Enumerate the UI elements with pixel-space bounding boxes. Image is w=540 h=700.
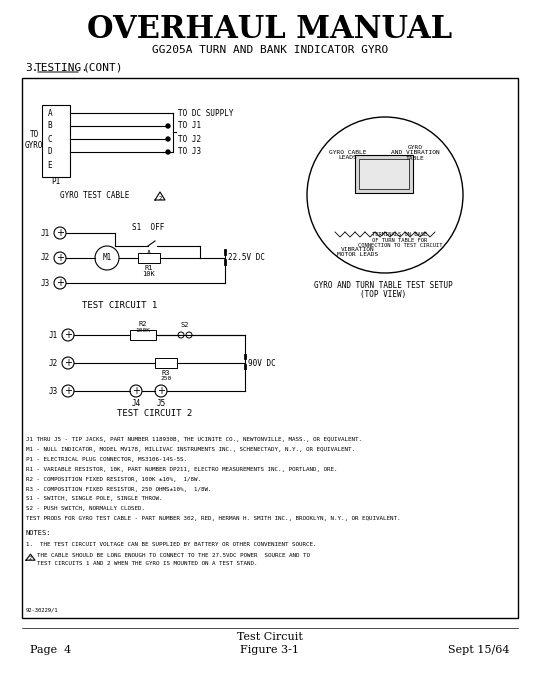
Text: J2: J2 (49, 358, 58, 368)
Text: TO J3: TO J3 (178, 148, 201, 157)
Text: TO J1: TO J1 (178, 122, 201, 130)
Text: +: + (132, 386, 140, 396)
Bar (42, 105, 70, 177)
Text: 10K: 10K (143, 271, 156, 277)
Circle shape (166, 150, 170, 154)
Circle shape (166, 124, 170, 128)
Text: 22.5V DC: 22.5V DC (228, 253, 265, 262)
Bar (22, 78, 518, 618)
Text: GYRO AND TURN TABLE TEST SETUP: GYRO AND TURN TABLE TEST SETUP (314, 281, 453, 290)
Text: TO DC SUPPLY: TO DC SUPPLY (178, 108, 233, 118)
Text: (TOP VIEW): (TOP VIEW) (360, 290, 406, 300)
Text: 100K: 100K (136, 328, 151, 332)
Text: E: E (48, 160, 52, 169)
Text: Sept 15/64: Sept 15/64 (449, 645, 510, 655)
Text: Figure 3-1: Figure 3-1 (240, 645, 300, 655)
Text: M1: M1 (103, 253, 112, 262)
Text: Test Circuit: Test Circuit (237, 632, 303, 642)
Text: TEST CIRCUIT 1: TEST CIRCUIT 1 (83, 300, 158, 309)
Text: TEST CIRCUIT 2: TEST CIRCUIT 2 (117, 409, 193, 417)
Text: 1.  THE TEST CIRCUIT VOLTAGE CAN BE SUPPLIED BY BATTERY OR OTHER CONVENIENT SOUR: 1. THE TEST CIRCUIT VOLTAGE CAN BE SUPPL… (26, 542, 316, 547)
Text: 250: 250 (160, 377, 172, 382)
Text: GG205A TURN AND BANK INDICATOR GYRO: GG205A TURN AND BANK INDICATOR GYRO (152, 45, 388, 55)
Text: J3: J3 (49, 386, 58, 395)
Circle shape (166, 137, 170, 141)
Text: 2: 2 (29, 556, 32, 561)
Circle shape (62, 329, 74, 341)
Text: R1: R1 (145, 265, 153, 271)
Text: VIBRATION
MOTOR LEADS: VIBRATION MOTOR LEADS (338, 246, 379, 258)
Text: J1: J1 (49, 330, 58, 340)
Text: TEST CIRCUITS 1 AND 2 WHEN THE GYRO IS MOUNTED ON A TEST STAND.: TEST CIRCUITS 1 AND 2 WHEN THE GYRO IS M… (37, 561, 258, 566)
Circle shape (62, 385, 74, 397)
Text: Page  4: Page 4 (30, 645, 71, 655)
Text: OVERHAUL MANUAL: OVERHAUL MANUAL (87, 15, 453, 46)
Text: +: + (157, 386, 165, 396)
Text: C: C (48, 134, 52, 144)
Circle shape (155, 385, 167, 397)
Bar (138, 253, 160, 263)
Text: J2: J2 (40, 253, 50, 262)
Text: GYRO TEST CABLE: GYRO TEST CABLE (60, 192, 130, 200)
Text: +: + (56, 278, 64, 288)
Text: 3.: 3. (25, 63, 38, 73)
Text: S2 - PUSH SWITCH, NORMALLY CLOSED.: S2 - PUSH SWITCH, NORMALLY CLOSED. (26, 506, 145, 511)
Text: TERMINALS ON BASE
OF TURN TABLE FOR
CONNECTION TO TEST CIRCUIT: TERMINALS ON BASE OF TURN TABLE FOR CONN… (357, 232, 442, 248)
Circle shape (62, 357, 74, 369)
Text: +: + (64, 330, 72, 340)
Circle shape (178, 332, 184, 338)
FancyBboxPatch shape (355, 155, 413, 193)
Text: J1: J1 (40, 228, 50, 237)
Text: P1 - ELECTRICAL PLUG CONNECTOR, MS3106-14S-5S.: P1 - ELECTRICAL PLUG CONNECTOR, MS3106-1… (26, 457, 187, 462)
Circle shape (54, 227, 66, 239)
Text: R1 - VARIABLE RESISTOR, 10K, PART NUMBER DP211, ELECTRO MEASUREMENTS INC., PORTL: R1 - VARIABLE RESISTOR, 10K, PART NUMBER… (26, 467, 338, 472)
Circle shape (54, 277, 66, 289)
Circle shape (95, 246, 119, 270)
Text: THE CABLE SHOULD BE LONG ENOUGH TO CONNECT TO THE 27.5VDC POWER  SOURCE AND TO: THE CABLE SHOULD BE LONG ENOUGH TO CONNE… (37, 553, 310, 558)
Text: A: A (48, 108, 52, 118)
Bar (130, 330, 156, 340)
Text: 2: 2 (158, 195, 162, 200)
Bar (155, 358, 177, 368)
Circle shape (130, 385, 142, 397)
Text: J3: J3 (40, 279, 50, 288)
Text: +: + (56, 253, 64, 263)
Text: TO
GYRO: TO GYRO (25, 130, 43, 150)
Text: J1 THRU J5 - TIP JACKS, PART NUMBER 118930B, THE UCINITE CO., NEWTONVILLE, MASS.: J1 THRU J5 - TIP JACKS, PART NUMBER 1189… (26, 438, 362, 442)
Text: S1  OFF: S1 OFF (132, 223, 164, 232)
Text: GYRO CABLE
LEADS: GYRO CABLE LEADS (329, 150, 367, 160)
Text: TEST PRODS FOR GYRO TEST CABLE - PART NUMBER 302, RED, HERMAN H. SMITH INC., BRO: TEST PRODS FOR GYRO TEST CABLE - PART NU… (26, 516, 401, 521)
Text: +: + (64, 358, 72, 368)
Text: NOTES:: NOTES: (26, 530, 51, 536)
Circle shape (307, 117, 463, 273)
Text: TO J2: TO J2 (178, 134, 201, 144)
Text: GYRO
AND VIBRATION
TABLE: GYRO AND VIBRATION TABLE (390, 145, 440, 161)
Text: P1: P1 (51, 178, 60, 186)
Text: D: D (48, 148, 52, 157)
Text: R3 - COMPOSITION FIXED RESISTOR, 250 OHMS±10%,  1/8W.: R3 - COMPOSITION FIXED RESISTOR, 250 OHM… (26, 486, 212, 491)
Text: S2: S2 (181, 322, 189, 328)
Text: S1 - SWITCH, SINGLE POLE, SINGLE THROW.: S1 - SWITCH, SINGLE POLE, SINGLE THROW. (26, 496, 163, 501)
Text: (CONT): (CONT) (83, 63, 124, 73)
Text: J4: J4 (131, 398, 140, 407)
Text: J5: J5 (157, 398, 166, 407)
Text: +: + (64, 386, 72, 396)
Circle shape (54, 252, 66, 264)
Text: B: B (48, 122, 52, 130)
Text: R2: R2 (139, 321, 147, 327)
Text: +: + (56, 228, 64, 238)
Text: M1 - NULL INDICATOR, MODEL MV178, MILLIVAC INSTRUMENTS INC., SCHENECTADY, N.Y., : M1 - NULL INDICATOR, MODEL MV178, MILLIV… (26, 447, 355, 452)
Text: R3: R3 (162, 370, 170, 376)
Text: R2 - COMPOSITION FIXED RESISTOR, 100K ±10%,  1/8W.: R2 - COMPOSITION FIXED RESISTOR, 100K ±1… (26, 477, 201, 482)
Text: 92-30229/1: 92-30229/1 (26, 608, 58, 612)
Text: TESTING.: TESTING. (35, 63, 89, 73)
Circle shape (186, 332, 192, 338)
FancyBboxPatch shape (359, 159, 409, 189)
Text: 90V DC: 90V DC (248, 358, 276, 368)
